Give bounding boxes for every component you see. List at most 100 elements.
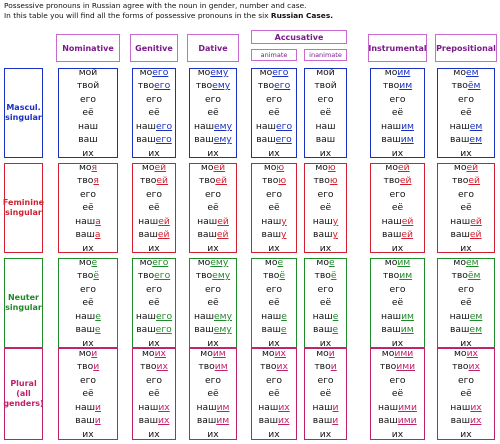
pronoun-form: его — [146, 188, 162, 202]
pronoun-form: моего — [140, 256, 169, 270]
pronoun-form: твоё — [263, 269, 285, 283]
pronoun-stem: ваш — [261, 229, 281, 241]
pronoun-stem: наш — [135, 120, 156, 132]
pronoun-stem: его — [457, 283, 475, 295]
pronoun-ending: и — [328, 347, 335, 359]
intro-line-2-bold: Russian Cases. — [270, 11, 334, 20]
pronoun-form: его — [458, 188, 474, 202]
pronoun-form: его — [205, 283, 221, 297]
pronoun-form: нашем — [450, 310, 483, 324]
pronoun-stem: наш — [75, 215, 96, 227]
pronoun-stem: наш — [381, 310, 402, 322]
pronoun-stem: мо — [259, 66, 273, 78]
pronoun-stem: их — [460, 428, 472, 440]
pronoun-stem: мо — [197, 66, 211, 78]
pronoun-form: наше — [261, 310, 287, 324]
pronoun-form: твоим — [383, 269, 412, 283]
pronoun-form: твоей — [140, 174, 168, 188]
pronoun-stem: ваш — [381, 134, 401, 146]
pronoun-ending: ей — [399, 175, 412, 187]
pronoun-ending: и — [332, 415, 339, 427]
pronoun-ending: е — [280, 324, 287, 336]
pronoun-form: его — [317, 188, 333, 202]
pronoun-form: их — [148, 147, 159, 161]
pronoun-form: её — [268, 296, 279, 310]
pronoun-form: моё — [265, 256, 283, 270]
pronoun-stem: тво — [379, 361, 397, 373]
pronoun-stem: тво — [140, 361, 157, 373]
pronoun-stem: ваш — [196, 415, 217, 427]
pronoun-form: моим — [385, 66, 410, 80]
pronoun-ending: е — [332, 310, 339, 322]
pronoun-form: их — [268, 242, 279, 256]
pronoun-ending: ей — [470, 215, 482, 227]
pronoun-form: его — [317, 93, 333, 107]
pronoun-form: их — [148, 337, 159, 351]
pronoun-form: моей — [201, 161, 225, 175]
pronoun-form: наш — [315, 120, 335, 134]
pronoun-form: моих — [454, 347, 478, 361]
pronoun-stem: его — [317, 374, 334, 386]
pronoun-stem: их — [391, 242, 404, 254]
pronoun-ending: их — [154, 347, 166, 359]
pronoun-stem: её — [319, 388, 332, 400]
pronoun-form: её — [392, 106, 403, 120]
pronoun-stem: её — [268, 202, 280, 214]
pronoun-stem: твой — [76, 80, 100, 92]
pronoun-ending: у — [281, 229, 287, 241]
pronoun-ending: ю — [327, 161, 336, 173]
pronoun-ending: их — [470, 401, 482, 413]
pronoun-stem: их — [319, 337, 332, 349]
pronoun-stem: ваш — [381, 324, 401, 336]
pronoun-form: его — [389, 93, 405, 107]
pronoun-stem: его — [317, 283, 334, 295]
pronoun-form: моё — [316, 256, 334, 270]
pronoun-stem: их — [207, 428, 219, 440]
pronoun-stem: ваш — [194, 324, 214, 336]
pronoun-form: наших — [138, 401, 169, 415]
pronoun-stem: её — [148, 107, 160, 119]
pronoun-form: нашему — [194, 310, 232, 324]
pronoun-stem: мо — [200, 161, 214, 173]
pronoun-form: её — [82, 387, 93, 401]
pronoun-stem: тво — [137, 80, 155, 92]
pronoun-ending: ему — [214, 310, 233, 322]
pronoun-stem: ваш — [75, 415, 95, 427]
pronoun-stem: тво — [76, 270, 94, 282]
pronoun-stem: мо — [384, 66, 398, 78]
intro-line-2: In this table you will find all the form… — [4, 11, 333, 21]
pronoun-ending: ём — [465, 66, 479, 78]
pronoun-stem: наш — [258, 401, 279, 413]
pronoun-stem: их — [207, 242, 219, 254]
pronoun-ending: его — [275, 120, 293, 132]
pronoun-stem: наш — [381, 215, 402, 227]
pronoun-ending: им — [399, 80, 413, 92]
cell-fem-nom: моя твоя его её наша ваша их — [58, 162, 118, 254]
pronoun-stem: мо — [262, 347, 275, 359]
pronoun-ending: ей — [213, 161, 226, 173]
pronoun-form: твоего — [138, 269, 171, 283]
pronoun-stem: её — [460, 202, 472, 214]
pronoun-stem: ваш — [136, 134, 156, 146]
pronoun-form: твоём — [452, 79, 481, 93]
pronoun-form: его — [266, 188, 282, 202]
pronoun-form: нашего — [256, 120, 292, 134]
cell-plural-inan: мои твои его её наши ваши их — [304, 348, 347, 440]
pronoun-ending: им — [397, 256, 411, 268]
pronoun-form: твоей — [452, 174, 480, 188]
pronoun-form: ваши — [313, 414, 338, 428]
pronoun-stem: ваш — [197, 229, 217, 241]
pronoun-form: нашей — [382, 215, 414, 229]
pronoun-form: моего — [140, 66, 169, 80]
pronoun-ending: ими — [398, 401, 417, 413]
pronoun-ending: у — [332, 215, 339, 227]
pronoun-ending: их — [274, 347, 286, 359]
pronoun-ending: им — [400, 324, 414, 336]
pronoun-form: наш — [78, 120, 98, 134]
pronoun-form: моему — [198, 66, 229, 80]
pronoun-ending: ей — [469, 229, 482, 241]
pronoun-form: ваших — [451, 414, 482, 428]
cell-fem-prep: моей твоей его её нашей вашей их — [437, 162, 495, 254]
pronoun-stem: наш — [449, 120, 470, 132]
pronoun-form: наша — [75, 215, 101, 229]
